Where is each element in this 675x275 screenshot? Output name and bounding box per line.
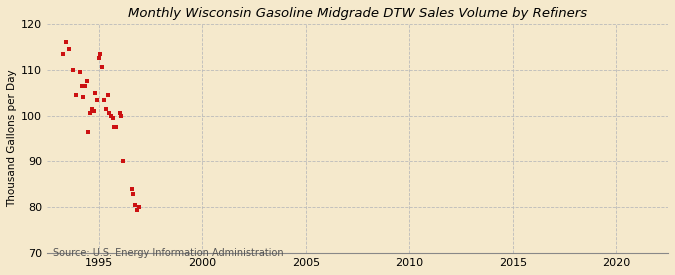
Point [76, 84, 87, 88]
Point [130, 203, 140, 207]
Point [114, 111, 125, 116]
Point [83, 130, 94, 134]
Point [57, 51, 68, 56]
Point [92, 97, 103, 102]
Point [128, 191, 139, 196]
Text: Source: U.S. Energy Information Administration: Source: U.S. Energy Information Administ… [53, 248, 284, 258]
Point [95, 51, 106, 56]
Point [132, 207, 142, 212]
Point [117, 159, 128, 164]
Point [86, 106, 97, 111]
Point [80, 84, 90, 88]
Point [126, 187, 137, 191]
Point [74, 70, 85, 74]
Title: Monthly Wisconsin Gasoline Midgrade DTW Sales Volume by Refiners: Monthly Wisconsin Gasoline Midgrade DTW … [128, 7, 587, 20]
Point [88, 109, 99, 113]
Point [61, 40, 72, 45]
Point [78, 95, 88, 100]
Point [82, 79, 92, 83]
Point [102, 93, 113, 97]
Point [90, 90, 101, 95]
Point [116, 113, 127, 118]
Point [105, 113, 116, 118]
Point [97, 65, 108, 70]
Point [93, 56, 104, 60]
Y-axis label: Thousand Gallons per Day: Thousand Gallons per Day [7, 70, 17, 207]
Point [104, 111, 115, 116]
Point [107, 116, 118, 120]
Point [99, 97, 109, 102]
Point [111, 125, 122, 129]
Point [71, 93, 82, 97]
Point [85, 111, 96, 116]
Point [101, 106, 111, 111]
Point [64, 47, 75, 51]
Point [68, 68, 78, 72]
Point [133, 205, 144, 210]
Point [109, 125, 119, 129]
